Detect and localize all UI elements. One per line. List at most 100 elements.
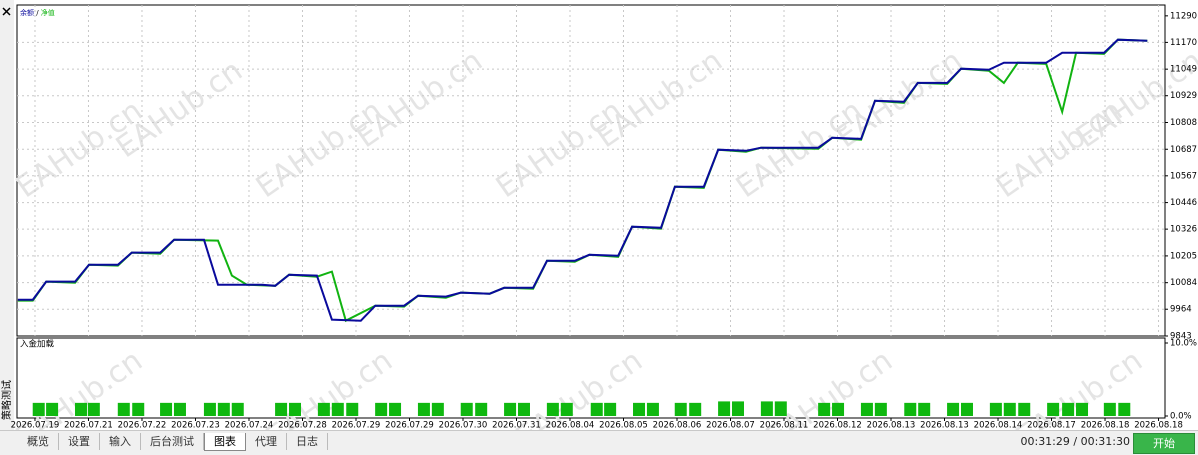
x-tick-label: 2026.08.05 <box>599 421 648 431</box>
x-tick-label: 2026.08.07 <box>706 421 755 431</box>
bar <box>874 402 887 416</box>
bar <box>832 402 845 416</box>
bar <box>504 402 517 416</box>
bar <box>774 401 787 416</box>
bar <box>1003 402 1016 416</box>
bar <box>718 401 731 416</box>
x-tick-label: 2026.08.13 <box>867 421 916 431</box>
bar <box>646 402 659 416</box>
bar <box>288 402 301 416</box>
bar <box>346 402 359 416</box>
start-button[interactable]: 开始 <box>1133 433 1195 454</box>
tab[interactable]: 后台测试 <box>141 433 204 450</box>
bar <box>760 401 773 416</box>
y-tick-label: 10084 <box>1170 278 1197 288</box>
bar <box>560 402 573 416</box>
bar <box>674 402 687 416</box>
bar <box>1103 402 1116 416</box>
series-line <box>17 38 1148 322</box>
legend: 余额 / 净值 <box>20 8 55 17</box>
bar <box>203 402 216 416</box>
bar <box>389 402 402 416</box>
y-tick-label: 10567 <box>1170 171 1197 181</box>
bar <box>132 402 145 416</box>
y-tick-label: 10929 <box>1170 91 1197 101</box>
elapsed-time: 00:31:29 / 00:31:30 <box>1020 435 1130 448</box>
x-tick-label: 2026.08.17 <box>1027 421 1076 431</box>
x-tick-label: 2026.08.06 <box>653 421 702 431</box>
bar <box>87 402 100 416</box>
bar <box>517 402 530 416</box>
bar <box>46 402 59 416</box>
tab[interactable]: 输入 <box>100 433 141 450</box>
x-tick-label: 2026.07.23 <box>171 421 220 431</box>
close-icon[interactable] <box>2 7 11 16</box>
bar <box>604 402 617 416</box>
side-strip <box>0 0 14 430</box>
bar <box>32 402 45 416</box>
y-tick-label: 11290 <box>1170 11 1197 21</box>
x-tick-label: 2026.07.29 <box>385 421 434 431</box>
bar <box>231 402 244 416</box>
panel-title: 策略测试 <box>0 380 13 420</box>
bar <box>417 402 430 416</box>
bar <box>331 402 344 416</box>
x-tick-label: 2026.07.24 <box>225 421 274 431</box>
x-tick-label: 2026.08.14 <box>974 421 1023 431</box>
y-tick-label: 9843 <box>1170 332 1192 342</box>
bar <box>960 402 973 416</box>
bar <box>475 402 488 416</box>
y-tick-label: 10446 <box>1170 198 1197 208</box>
bar <box>633 402 646 416</box>
x-tick-label: 2026.08.12 <box>813 421 862 431</box>
bar <box>546 402 559 416</box>
tab[interactable]: 设置 <box>59 433 100 450</box>
x-tick-label: 2026.07.30 <box>439 421 488 431</box>
x-tick-label: 2026.08.11 <box>760 421 809 431</box>
bar <box>590 402 603 416</box>
x-tick-label: 2026.07.28 <box>278 421 327 431</box>
x-tick-label: 2026.07.29 <box>332 421 381 431</box>
bar <box>1062 402 1075 416</box>
x-tick-label: 2026.08.18 <box>1081 421 1130 431</box>
x-tick-label: 2026.07.31 <box>492 421 541 431</box>
panel-label: 入金加载 <box>20 339 55 350</box>
x-tick-label: 2026.07.19 <box>11 421 60 431</box>
y-tick-label: 10.0% <box>1170 339 1197 349</box>
y-tick-label: 11170 <box>1170 38 1197 48</box>
bar <box>860 402 873 416</box>
bar <box>1047 402 1060 416</box>
bar <box>74 402 87 416</box>
main-frame <box>16 4 1166 337</box>
bar <box>375 402 388 416</box>
bar <box>431 402 444 416</box>
bar <box>918 402 931 416</box>
bar <box>275 402 288 416</box>
bar <box>160 402 173 416</box>
x-tick-label: 2026.08.04 <box>546 421 595 431</box>
tab[interactable]: 日志 <box>287 433 328 450</box>
bar <box>904 402 917 416</box>
tab[interactable]: 图表 <box>204 433 246 451</box>
y-tick-label: 9964 <box>1170 305 1192 315</box>
tab-bar: 概览 设置 输入 后台测试 图表 代理 日志 00:31:29 / 00:31:30 开始 <box>0 430 1198 455</box>
bar <box>818 402 831 416</box>
x-tick-label: 2026.08.18 <box>1134 421 1183 431</box>
tab[interactable]: 代理 <box>246 433 287 450</box>
bar <box>173 402 186 416</box>
bar <box>689 402 702 416</box>
y-tick-label: 0.0% <box>1170 412 1192 422</box>
y-tick-label: 10808 <box>1170 118 1197 128</box>
y-tick-label: 10326 <box>1170 225 1197 235</box>
bar <box>217 402 230 416</box>
bar <box>1076 402 1089 416</box>
x-tick-label: 2026.07.22 <box>118 421 167 431</box>
x-tick-label: 2026.08.13 <box>920 421 969 431</box>
tester-panel: 策略测试 EAHub.cn EAHub.cn EAHub.cn EAHub.cn EAH… <box>0 0 1198 430</box>
legend-entry: 净值 <box>41 8 55 17</box>
tab[interactable]: 概览 <box>18 433 59 450</box>
x-tick-label: 2026.07.21 <box>64 421 113 431</box>
bar <box>731 401 744 416</box>
bar <box>947 402 960 416</box>
